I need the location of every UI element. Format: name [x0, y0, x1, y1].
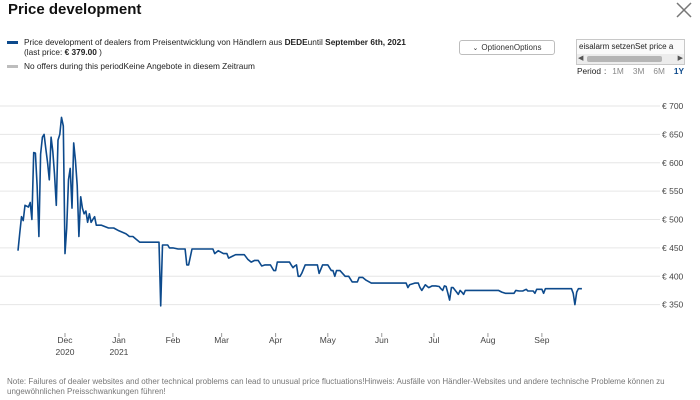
- legend-last-price-label: (last price:: [24, 47, 65, 57]
- y-tick-label: € 500: [662, 215, 684, 225]
- chart-legend: Price development of dealers from Preise…: [7, 37, 406, 71]
- x-tick-year: 2020: [56, 347, 75, 357]
- period-option-3m[interactable]: 3M: [632, 66, 645, 76]
- close-icon[interactable]: [674, 0, 694, 20]
- legend-item-no-offers[interactable]: No offers during this periodKeine Angebo…: [7, 61, 406, 71]
- scroll-left-icon[interactable]: ◀: [578, 55, 584, 62]
- x-tick-label: Jan: [112, 335, 126, 345]
- legend-dealer-text: Price development of dealers from Preise…: [24, 37, 406, 57]
- period-option-1y[interactable]: 1Y: [673, 66, 685, 76]
- price-series-line: [17, 116, 582, 307]
- price-alarm-box[interactable]: eisalarm setzenSet price a ◀ ▶: [576, 39, 685, 65]
- y-tick-label: € 650: [662, 129, 684, 139]
- x-tick-label: Mar: [214, 335, 229, 345]
- x-tick-label: May: [320, 335, 337, 345]
- legend-no-offers-text: No offers during this periodKeine Angebo…: [24, 61, 255, 71]
- legend-dealer-until: until: [307, 37, 326, 47]
- period-option-1m[interactable]: 1M: [612, 66, 624, 76]
- y-tick-label: € 400: [662, 271, 684, 281]
- period-option-6m[interactable]: 6M: [653, 66, 665, 76]
- legend-dealer-date: September 6th, 2021: [325, 37, 406, 47]
- period-label: Period: [577, 66, 601, 76]
- period-separator: :: [603, 66, 607, 76]
- options-button-label: OptionenOptions: [481, 43, 542, 52]
- price-alarm-label: eisalarm setzenSet price a: [579, 42, 674, 51]
- x-tick-label: Aug: [480, 335, 495, 345]
- legend-item-dealer[interactable]: Price development of dealers from Preise…: [7, 37, 406, 57]
- disclaimer-note: Note: Failures of dealer websites and ot…: [7, 377, 665, 396]
- y-tick-label: € 550: [662, 186, 684, 196]
- x-tick-label: Feb: [166, 335, 181, 345]
- options-button[interactable]: ⌄ OptionenOptions: [459, 40, 555, 55]
- scroll-right-icon[interactable]: ▶: [677, 55, 683, 62]
- x-tick-label: Jul: [429, 335, 440, 345]
- page-title: Price development: [8, 1, 142, 18]
- scrollbar-thumb[interactable]: [587, 56, 662, 62]
- period-selector: Period : 1M 3M 6M 1Y: [577, 66, 684, 76]
- legend-dealer-country: DEDE: [284, 37, 308, 47]
- y-tick-label: € 600: [662, 158, 684, 168]
- price-alarm-scrollbar[interactable]: ◀ ▶: [577, 54, 684, 64]
- legend-last-price-close: ): [96, 47, 102, 57]
- chevron-down-icon: ⌄: [472, 44, 479, 52]
- legend-dealer-prefix: Price development of dealers from Preise…: [24, 37, 285, 47]
- y-tick-label: € 350: [662, 300, 684, 310]
- x-tick-label: Jun: [375, 335, 389, 345]
- y-tick-label: € 450: [662, 243, 684, 253]
- x-tick-label: Dec: [57, 335, 73, 345]
- price-chart: € 350 € 400 € 450 € 500 € 550 € 600 € 650 € 700…: [0, 101, 684, 357]
- legend-last-price-value: € 379.00: [64, 47, 97, 57]
- x-tick-year: 2021: [109, 347, 128, 357]
- x-tick-label: Sep: [534, 335, 549, 345]
- legend-swatch-dealer: [7, 41, 18, 44]
- legend-swatch-no-offers: [7, 65, 18, 68]
- y-tick-label: € 700: [662, 101, 684, 111]
- x-tick-label: Apr: [269, 335, 282, 345]
